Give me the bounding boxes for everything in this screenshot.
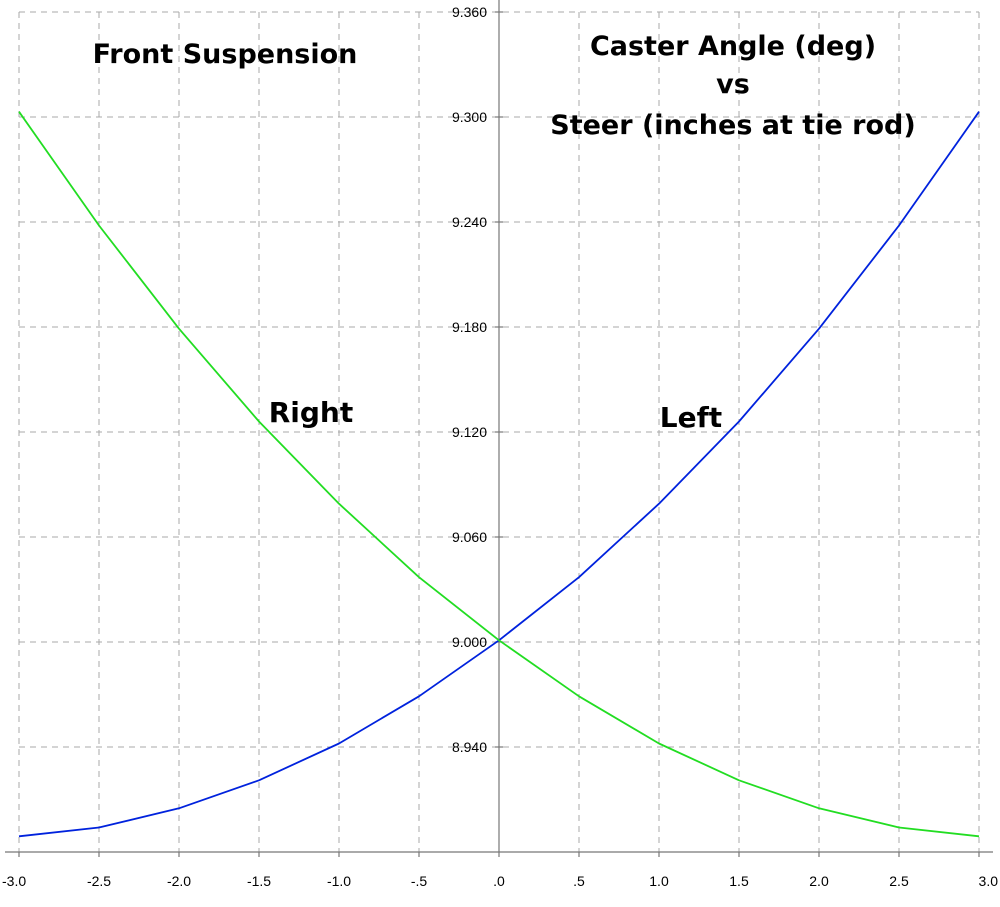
x-tick-label: -2.0 bbox=[167, 873, 191, 889]
x-tick-label: -3.0 bbox=[2, 873, 26, 889]
x-tick-label: .0 bbox=[493, 873, 505, 889]
x-tick-label: 2.0 bbox=[809, 873, 829, 889]
y-tick-label: 8.940 bbox=[452, 739, 487, 755]
x-tick-label: -1.5 bbox=[247, 873, 271, 889]
series-label-right: Right bbox=[269, 396, 354, 429]
y-tick-label: 9.120 bbox=[452, 424, 487, 440]
x-tick-label: -.5 bbox=[411, 873, 428, 889]
y-tick-label: 9.000 bbox=[452, 634, 487, 650]
grid bbox=[18, 11, 980, 852]
chart-subtitle-line-2: vs bbox=[716, 69, 750, 100]
x-tick-label: 1.5 bbox=[729, 873, 749, 889]
tick-labels: -3.0 -2.5 -2.0 -1.5 -1.0 -.5 .0 .5 1.0 1.5 2.0 2.5 3… bbox=[2, 4, 998, 889]
x-tick-label: 3.0 bbox=[979, 873, 999, 889]
x-tick-label: -1.0 bbox=[327, 873, 351, 889]
series-label-left: Left bbox=[660, 401, 722, 434]
chart-subtitle-line-3: Steer (inches at tie rod) bbox=[550, 110, 915, 141]
x-tick-label: 2.5 bbox=[889, 873, 909, 889]
series-line-right bbox=[18, 111, 980, 838]
x-tick-label: 1.0 bbox=[649, 873, 669, 889]
y-tick-label: 9.180 bbox=[452, 319, 487, 335]
series-lines bbox=[18, 111, 980, 838]
y-tick-label: 9.060 bbox=[452, 529, 487, 545]
y-tick-label: 9.240 bbox=[452, 214, 487, 230]
y-tick-label: 9.300 bbox=[452, 109, 487, 125]
y-tick-label: 9.360 bbox=[452, 4, 487, 20]
chart-subtitle-line-1: Caster Angle (deg) bbox=[590, 31, 876, 62]
x-tick-label: .5 bbox=[573, 873, 585, 889]
chart-title: Front Suspension bbox=[93, 39, 358, 70]
x-tick-label: -2.5 bbox=[87, 873, 111, 889]
